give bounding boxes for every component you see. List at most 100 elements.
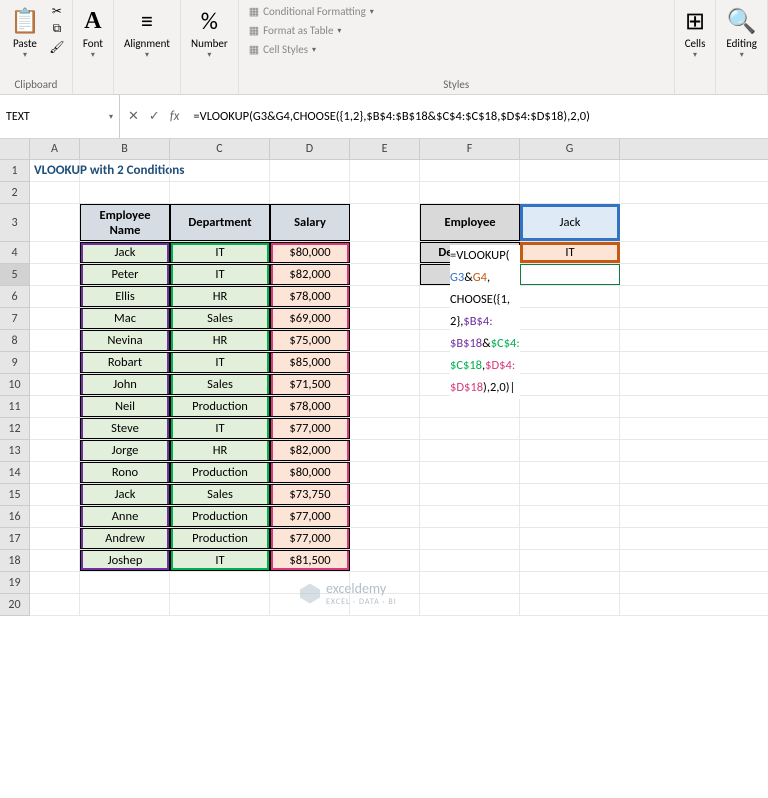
- row-header[interactable]: 1: [0, 160, 29, 182]
- cell[interactable]: [30, 308, 80, 329]
- cell[interactable]: Sales: [170, 374, 270, 395]
- cell[interactable]: [350, 484, 420, 505]
- cell[interactable]: $77,000: [270, 506, 350, 527]
- cell[interactable]: [520, 506, 620, 527]
- col-header[interactable]: A: [30, 139, 80, 159]
- row-header[interactable]: 14: [0, 462, 29, 484]
- row-header[interactable]: 12: [0, 418, 29, 440]
- cell[interactable]: [520, 440, 620, 461]
- alignment-button[interactable]: ≡ Alignment ▾: [120, 3, 174, 62]
- cell[interactable]: [30, 264, 80, 285]
- row-header[interactable]: 15: [0, 484, 29, 506]
- cell[interactable]: Peter: [80, 264, 170, 285]
- cell[interactable]: Joshep: [80, 550, 170, 571]
- enter-icon[interactable]: ✓: [149, 109, 160, 124]
- cell[interactable]: Production: [170, 396, 270, 417]
- cells-button[interactable]: ⊞ Cells ▾: [681, 3, 710, 62]
- cell[interactable]: Production: [170, 528, 270, 549]
- row-header[interactable]: 7: [0, 308, 29, 330]
- conditional-formatting-button[interactable]: ▦Conditional Formatting ▾: [245, 3, 378, 20]
- cell[interactable]: [420, 160, 520, 181]
- cell[interactable]: [520, 264, 620, 285]
- col-header[interactable]: F: [420, 139, 520, 159]
- cell[interactable]: [30, 528, 80, 549]
- cell[interactable]: [30, 484, 80, 505]
- editing-button[interactable]: 🔍 Editing ▾: [722, 3, 761, 62]
- cell[interactable]: [520, 594, 620, 615]
- cell[interactable]: IT: [170, 550, 270, 571]
- cell[interactable]: [350, 308, 420, 329]
- cell[interactable]: Production: [170, 462, 270, 483]
- cell[interactable]: [520, 286, 620, 307]
- cell[interactable]: [420, 572, 520, 593]
- cell[interactable]: [350, 182, 420, 203]
- cell[interactable]: $80,000: [270, 462, 350, 483]
- cell[interactable]: IT: [170, 352, 270, 373]
- cell[interactable]: [30, 352, 80, 373]
- cell[interactable]: [80, 160, 170, 181]
- cell[interactable]: $85,000: [270, 352, 350, 373]
- cell[interactable]: [420, 396, 520, 417]
- row-header[interactable]: 8: [0, 330, 29, 352]
- cell[interactable]: [30, 572, 80, 593]
- col-header[interactable]: D: [270, 139, 350, 159]
- cell[interactable]: IT: [170, 418, 270, 439]
- cell[interactable]: $77,000: [270, 418, 350, 439]
- cancel-icon[interactable]: ✕: [128, 109, 139, 124]
- name-box[interactable]: TEXT▾: [0, 95, 120, 138]
- fx-icon[interactable]: fx: [170, 109, 180, 124]
- cell[interactable]: [30, 242, 80, 263]
- select-all-button[interactable]: [0, 139, 30, 159]
- cell[interactable]: [350, 330, 420, 351]
- cell[interactable]: [350, 396, 420, 417]
- cell[interactable]: [30, 418, 80, 439]
- col-header[interactable]: C: [170, 139, 270, 159]
- cell[interactable]: [350, 264, 420, 285]
- cell[interactable]: Employee: [420, 204, 520, 241]
- paste-button[interactable]: 📋 Paste ▾: [6, 3, 44, 62]
- formula-input[interactable]: =VLOOKUP(G3&G4,CHOOSE({1,2},$B$4:$B$18&$…: [187, 95, 768, 138]
- cell[interactable]: Salary: [270, 204, 350, 241]
- cell[interactable]: [170, 160, 270, 181]
- cell[interactable]: [350, 528, 420, 549]
- cell[interactable]: Jack: [80, 484, 170, 505]
- cell[interactable]: IT: [170, 264, 270, 285]
- cell[interactable]: [520, 182, 620, 203]
- cell[interactable]: Production: [170, 506, 270, 527]
- col-header[interactable]: B: [80, 139, 170, 159]
- cell[interactable]: VLOOKUP with 2 Conditions: [30, 160, 80, 181]
- copy-icon[interactable]: ⧉: [48, 21, 66, 37]
- cell[interactable]: [420, 418, 520, 439]
- cell[interactable]: [420, 182, 520, 203]
- cell[interactable]: Rono: [80, 462, 170, 483]
- cell[interactable]: Department: [170, 204, 270, 241]
- row-header[interactable]: 16: [0, 506, 29, 528]
- cell[interactable]: [170, 594, 270, 615]
- cell[interactable]: Sales: [170, 308, 270, 329]
- cell[interactable]: [30, 462, 80, 483]
- cell[interactable]: Nevina: [80, 330, 170, 351]
- row-header[interactable]: 19: [0, 572, 29, 594]
- row-header[interactable]: 18: [0, 550, 29, 572]
- row-header[interactable]: 13: [0, 440, 29, 462]
- cell[interactable]: Andrew: [80, 528, 170, 549]
- cell[interactable]: [520, 330, 620, 351]
- cell[interactable]: $82,000: [270, 440, 350, 461]
- cell[interactable]: [350, 204, 420, 241]
- cell[interactable]: [520, 528, 620, 549]
- cell[interactable]: [420, 594, 520, 615]
- row-header[interactable]: 5: [0, 264, 29, 286]
- cell[interactable]: [30, 440, 80, 461]
- cell[interactable]: [270, 182, 350, 203]
- cell[interactable]: John: [80, 374, 170, 395]
- cell[interactable]: [80, 572, 170, 593]
- cell[interactable]: [420, 484, 520, 505]
- cell[interactable]: Employee Name: [80, 204, 170, 241]
- cell[interactable]: [350, 550, 420, 571]
- cell[interactable]: Ellis: [80, 286, 170, 307]
- col-header[interactable]: G: [520, 139, 620, 159]
- cell[interactable]: $69,000: [270, 308, 350, 329]
- cell[interactable]: [520, 374, 620, 395]
- cell[interactable]: [30, 182, 80, 203]
- cell[interactable]: [520, 418, 620, 439]
